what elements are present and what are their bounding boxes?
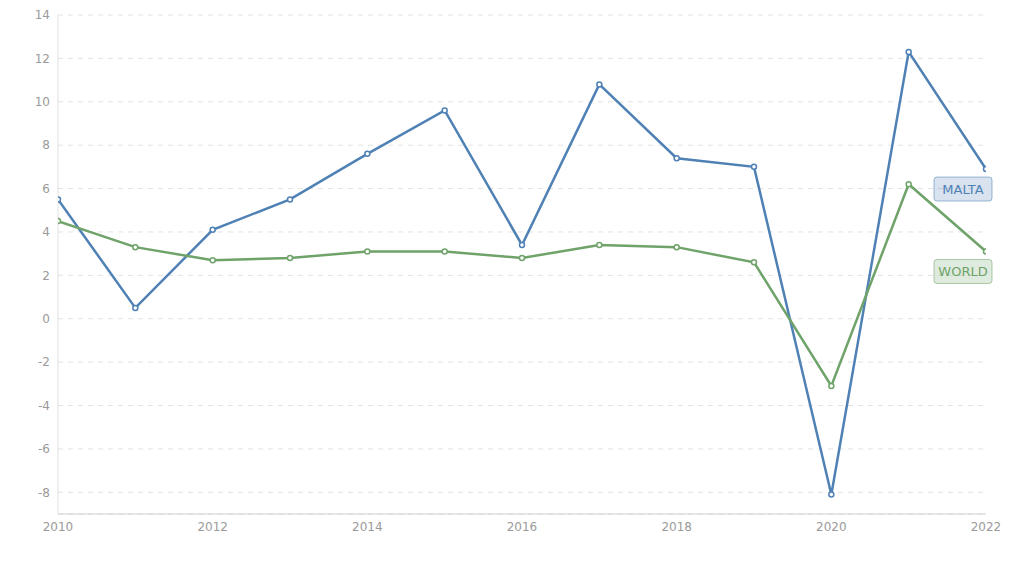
- svg-text:2014: 2014: [352, 520, 383, 534]
- svg-text:4: 4: [42, 225, 50, 239]
- svg-text:14: 14: [35, 8, 50, 22]
- svg-text:0: 0: [42, 312, 50, 326]
- svg-text:10: 10: [35, 95, 50, 109]
- svg-text:-4: -4: [38, 399, 50, 413]
- svg-text:2: 2: [42, 269, 50, 283]
- svg-text:2022: 2022: [971, 520, 1002, 534]
- svg-text:2020: 2020: [816, 520, 847, 534]
- svg-text:WORLD: WORLD: [938, 264, 987, 279]
- svg-text:2016: 2016: [507, 520, 538, 534]
- svg-text:MALTA: MALTA: [942, 182, 983, 197]
- svg-text:-6: -6: [38, 442, 50, 456]
- svg-text:-2: -2: [38, 355, 50, 369]
- svg-text:6: 6: [42, 182, 50, 196]
- svg-text:8: 8: [42, 138, 50, 152]
- svg-text:12: 12: [35, 52, 50, 66]
- svg-text:2010: 2010: [43, 520, 74, 534]
- svg-text:2018: 2018: [661, 520, 692, 534]
- svg-text:2012: 2012: [197, 520, 228, 534]
- svg-text:-8: -8: [38, 486, 50, 500]
